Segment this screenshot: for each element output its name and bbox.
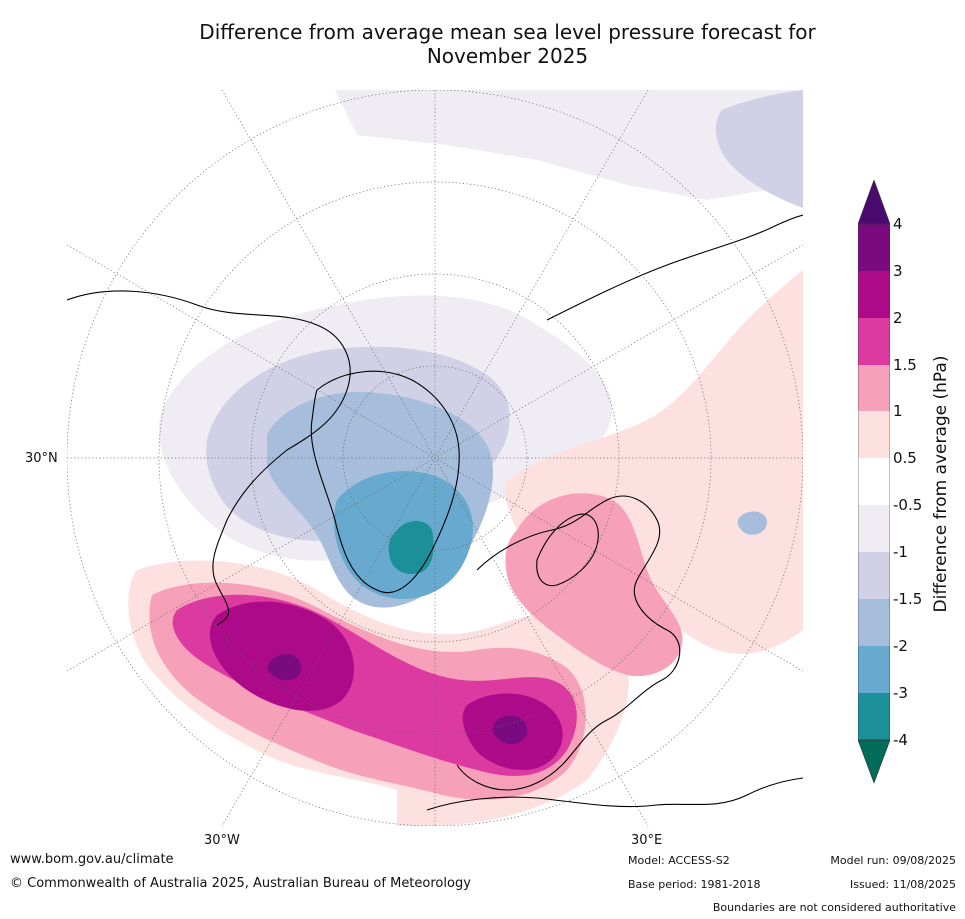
lat-label-30n: 30°N: [25, 451, 58, 466]
lon-label-30w: 30°W: [204, 833, 240, 848]
colorbar-3-to-4: [858, 224, 890, 271]
boundaries-disclaimer: Boundaries are not considered authoritat…: [712, 901, 956, 914]
anomaly-europe-pink: [505, 493, 683, 677]
colorbar-neg0.5-to-neg1: [858, 505, 890, 552]
issued-date: Issued: 11/08/2025: [849, 878, 956, 891]
colorbar-tick: 1.5: [893, 356, 917, 374]
colorbar-neutral: [858, 458, 890, 505]
website-link[interactable]: www.bom.gov.au/climate: [10, 852, 174, 867]
colorbar-tick: -1.5: [893, 590, 923, 608]
colorbar-tick: 0.5: [893, 449, 917, 467]
colorbar-2-to-3: [858, 271, 890, 318]
colorbar-1.5-to-2: [858, 318, 890, 365]
lon-label-30e: 30°E: [631, 833, 663, 848]
copyright-text: © Commonwealth of Australia 2025, Austra…: [10, 876, 471, 891]
colorbar-tick: -3: [893, 684, 908, 702]
colorbar-neg2-to-neg3: [858, 646, 890, 693]
graticule: [67, 90, 803, 826]
base-period: Base period: 1981-2018: [628, 878, 761, 891]
colorbar-below-neg4: [857, 739, 891, 784]
colorbar-tick: 4: [893, 215, 903, 233]
anomaly-greenland-teal: [388, 521, 434, 575]
colorbar-tick: -1: [893, 543, 908, 561]
model-run-date: Model run: 09/08/2025: [830, 854, 956, 867]
anomaly-asia-faint: [737, 511, 767, 535]
anomaly-atlantic-peak: [267, 653, 302, 681]
model-name: Model: ACCESS-S2: [628, 854, 730, 867]
map-title-line1: Difference from average mean sea level p…: [199, 20, 816, 44]
colorbar-tick: 2: [893, 309, 903, 327]
coast-eurasia-north: [546, 214, 803, 321]
coast-north-america: [67, 290, 351, 626]
anomaly-arctic-faint-north: [335, 90, 803, 200]
colorbar-0.5-to-1: [858, 411, 890, 458]
colorbar-neg3-to-neg4: [858, 693, 890, 740]
colorbar-above-4: [857, 179, 891, 225]
colorbar: [857, 179, 891, 785]
colorbar-neg1-to-neg1.5: [858, 552, 890, 599]
colorbar-1-to-1.5: [858, 365, 890, 411]
colorbar-tick: -0.5: [893, 496, 923, 514]
coast-africa: [426, 777, 803, 811]
map-title: Difference from average mean sea level p…: [100, 20, 915, 68]
map-title-line2: November 2025: [426, 44, 589, 68]
anomaly-mediterranean-peak: [492, 715, 528, 745]
colorbar-tick: -2: [893, 637, 908, 655]
coast-greenland: [310, 370, 460, 594]
colorbar-neg1.5-to-neg2: [858, 599, 890, 646]
pressure-anomaly-map: [67, 90, 803, 826]
coastlines: [67, 214, 803, 811]
colorbar-tick: 1: [893, 402, 903, 420]
colorbar-tick: 3: [893, 262, 903, 280]
colorbar-tick: -4: [893, 731, 908, 749]
colorbar-label: Difference from average (hPa): [931, 355, 951, 613]
anomaly-north-pacific-lilac: [715, 90, 803, 208]
